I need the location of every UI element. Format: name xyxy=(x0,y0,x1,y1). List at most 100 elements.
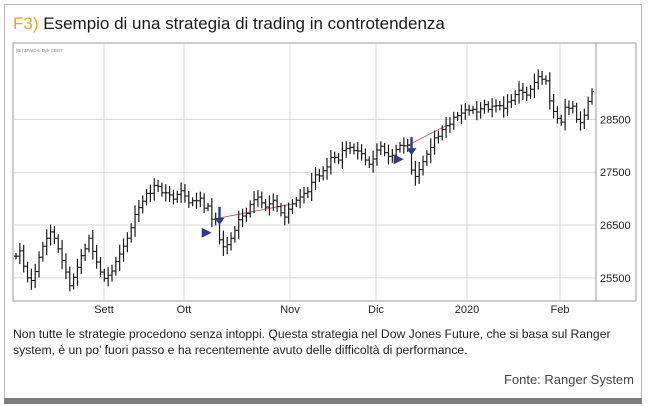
price-bar-91 xyxy=(363,148,368,166)
price-bar-115 xyxy=(455,111,460,122)
y-tick-label-2: 27500 xyxy=(600,167,631,179)
price-bar-64 xyxy=(259,191,264,209)
price-bar-105 xyxy=(417,161,422,185)
price-bar-128 xyxy=(505,94,510,117)
price-bar-113 xyxy=(447,117,452,133)
price-bar-141 xyxy=(555,106,560,124)
price-bar-96 xyxy=(382,142,387,157)
price-bar-102 xyxy=(405,139,410,153)
price-bar-61 xyxy=(248,200,253,218)
price-bar-36 xyxy=(152,178,157,201)
price-bar-146 xyxy=(574,102,579,123)
figure-source: Fonte: Ranger System xyxy=(503,372,634,387)
price-bar-90 xyxy=(359,144,364,161)
x-tick-label-4: 2020 xyxy=(455,304,479,316)
price-bar-34 xyxy=(144,189,149,206)
ohlc-chart: 25500 26500 27500 28500 Sett Ott Nov Dic 2020 Fe… xyxy=(12,42,637,316)
price-bar-21 xyxy=(94,244,99,269)
price-bar-29 xyxy=(125,232,130,253)
price-bar-140 xyxy=(551,93,556,119)
price-bar-121 xyxy=(478,102,483,119)
price-bar-84 xyxy=(336,153,341,165)
x-tick-label-1: Ott xyxy=(177,304,192,316)
price-bar-15 xyxy=(71,273,76,290)
price-bar-75 xyxy=(302,187,306,204)
price-bar-38 xyxy=(159,182,164,197)
price-bar-100 xyxy=(398,142,402,153)
price-bar-142 xyxy=(559,114,564,126)
price-bar-47 xyxy=(194,192,199,209)
price-bar-112 xyxy=(444,116,449,139)
price-bar-63 xyxy=(255,189,260,207)
x-tick-label-5: Feb xyxy=(551,304,570,316)
price-bar-1 xyxy=(17,243,22,265)
price-bar-130 xyxy=(513,90,518,105)
price-bar-33 xyxy=(140,195,145,214)
price-bar-13 xyxy=(63,253,68,280)
price-bar-116 xyxy=(459,104,464,125)
price-bar-30 xyxy=(129,223,134,243)
price-bar-77 xyxy=(309,172,314,202)
price-bar-51 xyxy=(209,198,214,228)
price-bar-70 xyxy=(282,204,287,226)
price-bar-81 xyxy=(325,157,330,180)
price-bar-57 xyxy=(232,226,237,243)
price-bar-110 xyxy=(436,130,441,144)
x-axis-labels: Sett Ott Nov Dic 2020 Feb xyxy=(94,304,569,316)
price-bar-48 xyxy=(198,191,203,208)
entry-signal-triangle-1 xyxy=(201,227,212,238)
price-bar-49 xyxy=(202,193,207,213)
sell-signal-arrow-head-0 xyxy=(214,217,225,225)
y-tick-label-0: 25500 xyxy=(600,273,631,285)
price-bar-107 xyxy=(424,149,429,166)
price-bar-62 xyxy=(252,190,257,214)
entry-signal-triangle-3 xyxy=(393,154,404,165)
price-bar-27 xyxy=(117,244,122,271)
y-tick-label-3: 28500 xyxy=(600,114,631,126)
figure-code: F3) xyxy=(13,14,39,33)
price-bar-23 xyxy=(102,268,107,282)
price-bar-87 xyxy=(348,141,353,155)
y-tick-label-1: 26500 xyxy=(600,220,631,232)
price-bar-122 xyxy=(482,99,487,114)
price-bar-26 xyxy=(113,256,118,276)
price-bar-45 xyxy=(186,190,191,208)
price-bar-137 xyxy=(540,71,545,85)
price-bar-132 xyxy=(520,82,525,100)
price-bar-46 xyxy=(190,197,195,207)
price-bar-119 xyxy=(470,105,475,114)
price-bar-54 xyxy=(221,230,226,256)
price-bar-92 xyxy=(367,156,372,168)
price-bar-9 xyxy=(48,224,53,246)
price-bar-14 xyxy=(67,266,72,292)
bottom-bar xyxy=(4,398,642,404)
price-bar-149 xyxy=(586,96,591,120)
price-bar-40 xyxy=(167,185,172,202)
price-bar-97 xyxy=(386,144,391,165)
price-bar-8 xyxy=(44,229,49,256)
price-bar-74 xyxy=(298,189,303,209)
price-bar-24 xyxy=(106,267,111,287)
price-bar-72 xyxy=(290,198,295,215)
signal-markers xyxy=(201,137,417,238)
price-bar-3 xyxy=(25,261,30,283)
figure-caption: Non tutte le strategie procedono senza i… xyxy=(13,327,611,357)
price-bar-5 xyxy=(33,263,38,289)
price-bar-31 xyxy=(133,205,138,237)
price-bar-18 xyxy=(83,243,88,261)
price-bar-80 xyxy=(321,166,326,181)
price-bar-6 xyxy=(37,251,42,278)
price-bar-125 xyxy=(494,99,498,113)
price-bar-68 xyxy=(275,195,280,212)
price-bar-66 xyxy=(267,195,272,216)
x-tick-label-2: Nov xyxy=(280,304,300,316)
price-bar-145 xyxy=(570,101,575,114)
sell-signal-arrow-2 xyxy=(406,137,417,156)
price-bar-143 xyxy=(563,98,568,131)
price-bar-17 xyxy=(79,248,84,275)
price-bar-42 xyxy=(175,190,180,203)
figure-title: F3) Esempio di una strategia di trading … xyxy=(13,14,445,34)
sell-signal-arrow-head-2 xyxy=(406,148,417,156)
price-bar-43 xyxy=(179,182,184,203)
price-bar-86 xyxy=(344,141,349,158)
